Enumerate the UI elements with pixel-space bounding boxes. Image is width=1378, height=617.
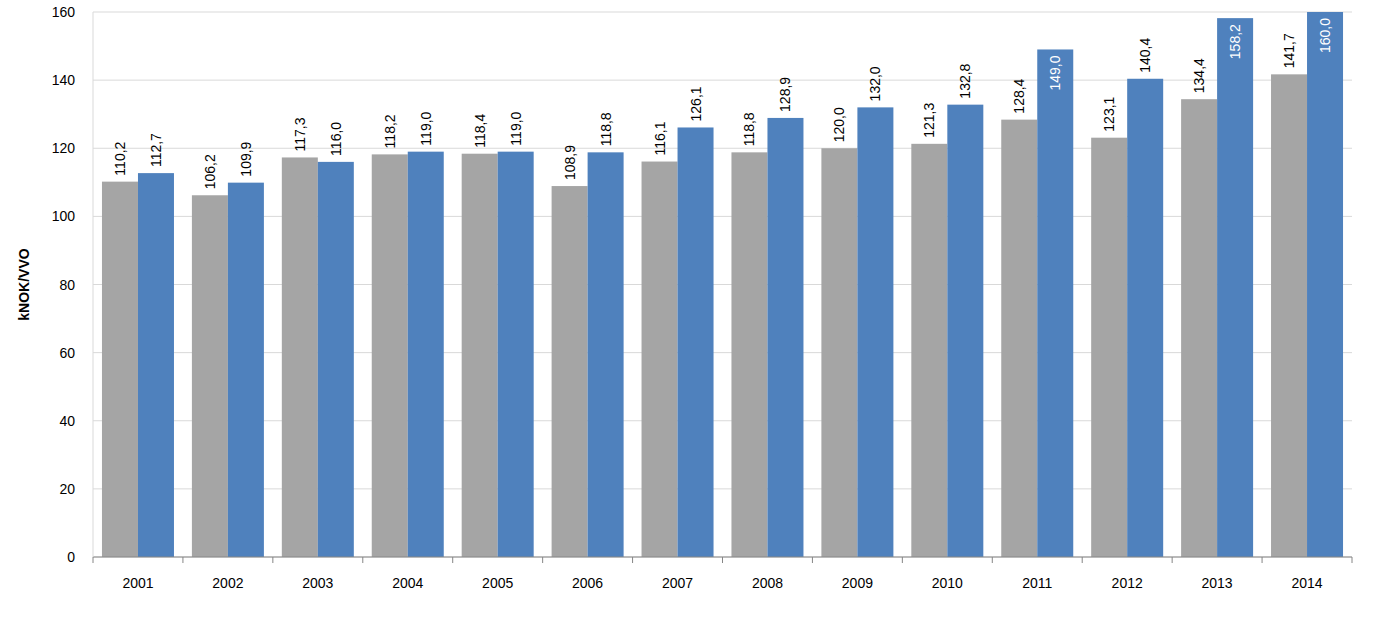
bar (821, 148, 857, 557)
data-label: 121,3 (921, 103, 937, 138)
x-tick-label: 2003 (302, 575, 333, 591)
data-label: 126,1 (688, 86, 704, 121)
data-label: 158,2 (1227, 24, 1243, 59)
y-tick-label: 160 (52, 4, 76, 20)
x-tick (542, 557, 543, 563)
data-label: 110,2 (112, 141, 128, 175)
data-label: 141,7 (1281, 33, 1297, 68)
data-label: 149,0 (1047, 55, 1063, 90)
bar (228, 183, 264, 557)
data-label: 119,0 (418, 111, 434, 145)
bar (1037, 49, 1073, 557)
bar (911, 144, 947, 557)
x-tick-label: 2001 (122, 575, 153, 591)
data-label: 119,0 (508, 111, 524, 145)
bar (1127, 79, 1163, 557)
x-tick-label: 2002 (212, 575, 243, 591)
x-tick (812, 557, 813, 563)
bar (282, 157, 318, 557)
x-tick (362, 557, 363, 563)
y-tick-label: 120 (52, 140, 76, 156)
y-tick-label: 80 (59, 277, 75, 293)
bar (731, 152, 767, 557)
data-label: 117,3 (292, 117, 308, 151)
x-tick (1082, 557, 1083, 563)
bars (102, 12, 1343, 557)
data-label: 134,4 (1191, 58, 1207, 93)
x-tick (272, 557, 273, 563)
bar (372, 154, 408, 557)
x-tick-label: 2013 (1202, 575, 1233, 591)
x-tick-label: 2004 (392, 575, 423, 591)
y-axis-label: kNOK/VVO (16, 248, 32, 320)
bar (318, 162, 354, 557)
bar (857, 107, 893, 557)
data-label: 108,9 (562, 145, 578, 180)
y-tick-label: 40 (59, 413, 75, 429)
data-label: 140,4 (1137, 38, 1153, 73)
x-tick-label: 2011 (1022, 575, 1052, 591)
bar (1217, 18, 1253, 557)
bar (1091, 138, 1127, 557)
bar (102, 182, 138, 557)
y-tick-label: 140 (52, 72, 76, 88)
data-label: 116,1 (652, 121, 668, 155)
x-tick-label: 2010 (932, 575, 963, 591)
y-tick-label: 60 (59, 345, 75, 361)
bar (767, 118, 803, 557)
y-axis-line (93, 12, 94, 557)
data-label: 112,7 (148, 133, 164, 167)
bar (1271, 74, 1307, 557)
x-tick (722, 557, 723, 563)
data-label: 123,1 (1101, 96, 1117, 131)
bar (552, 186, 588, 557)
data-label: 118,4 (472, 113, 488, 147)
x-tick (1172, 557, 1173, 563)
data-label: 128,9 (777, 77, 793, 112)
x-tick (632, 557, 633, 563)
data-label: 109,9 (238, 141, 254, 176)
x-tick (452, 557, 453, 563)
x-tick-label: 2005 (482, 575, 513, 591)
data-label: 132,8 (957, 63, 973, 98)
chart: 0 20 40 60 80 100 120 140 160 kNOK/VVO 2001 2002 200… (0, 0, 1378, 617)
data-label: 118,2 (382, 114, 398, 148)
x-tick-label: 2006 (572, 575, 603, 591)
x-tick (182, 557, 183, 563)
data-label: 132,0 (867, 66, 883, 101)
x-tick (1352, 557, 1353, 563)
data-label: 118,8 (741, 112, 757, 146)
bar (678, 127, 714, 557)
y-tick-label: 20 (59, 481, 75, 497)
bar (408, 152, 444, 557)
y-tick-label: 0 (67, 549, 75, 565)
data-label: 106,2 (202, 154, 218, 189)
bar (1307, 12, 1343, 557)
x-tick-label: 2012 (1112, 575, 1143, 591)
y-tick-label: 100 (52, 208, 76, 224)
bar (462, 154, 498, 557)
x-tick-label: 2014 (1291, 575, 1322, 591)
x-tick-label: 2007 (662, 575, 693, 591)
bar (138, 173, 174, 557)
x-tick (1262, 557, 1263, 563)
bar (1181, 99, 1217, 557)
x-tick (902, 557, 903, 563)
x-tick (992, 557, 993, 563)
grid-line (93, 12, 1352, 13)
bar (192, 195, 228, 557)
bar (947, 105, 983, 557)
x-tick (93, 557, 94, 563)
bar (1001, 120, 1037, 557)
x-tick-label: 2009 (842, 575, 873, 591)
data-label: 120,0 (831, 107, 847, 142)
bar (588, 152, 624, 557)
data-label: 160,0 (1317, 18, 1333, 53)
data-label: 116,0 (328, 122, 344, 156)
bar (642, 162, 678, 557)
data-label: 118,8 (598, 112, 614, 146)
data-label: 128,4 (1011, 78, 1027, 113)
bar (498, 152, 534, 557)
x-tick-label: 2008 (752, 575, 783, 591)
